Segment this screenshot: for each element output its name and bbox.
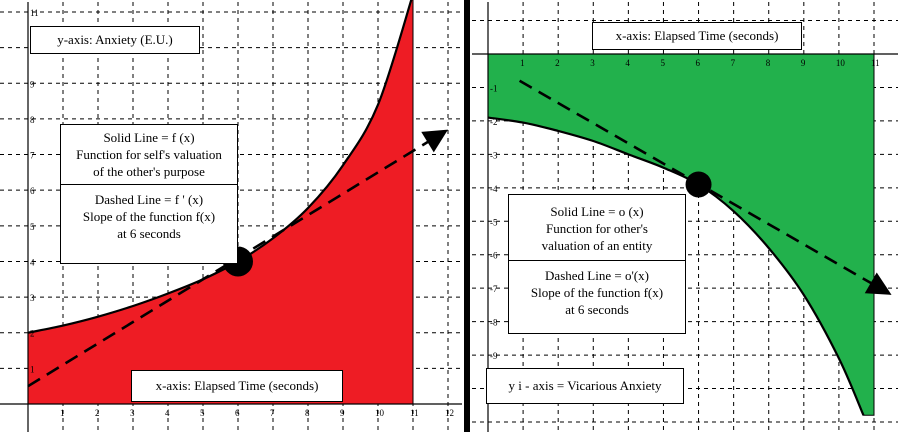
y-tick-label: 1 bbox=[30, 364, 35, 374]
y-tick-label: 3 bbox=[30, 293, 35, 303]
x-tick-label: 1 bbox=[520, 58, 525, 68]
y-tick-label: 7 bbox=[30, 151, 35, 161]
right-solid-line-desc-1: Function for other's bbox=[546, 221, 648, 236]
y-tick-label: -1 bbox=[490, 83, 498, 93]
left-solid-line-label: Solid Line = f (x) bbox=[103, 130, 195, 145]
x-tick-label: 4 bbox=[165, 408, 170, 418]
y-tick-label: 11 bbox=[30, 8, 39, 18]
y-tick-label: -7 bbox=[490, 284, 498, 294]
left-y-axis-label: y-axis: Anxiety (E.U.) bbox=[30, 26, 200, 54]
right-dashed-line-desc-1: Slope of the function f(x) bbox=[530, 285, 664, 300]
x-tick-label: 9 bbox=[340, 408, 345, 418]
right-y-axis-label: y i - axis = Vicarious Anxiety bbox=[486, 368, 684, 404]
x-tick-label: 8 bbox=[305, 408, 310, 418]
left-arrowhead-icon bbox=[421, 129, 448, 153]
y-tick-label: 5 bbox=[30, 222, 35, 232]
left-dashed-line-desc-2: at 6 seconds bbox=[117, 226, 181, 241]
left-solid-line-desc-1: Function for self's valuation bbox=[76, 147, 222, 162]
right-legend-box: Solid Line = o (x) Function for other's … bbox=[508, 194, 686, 334]
right-solid-line-label: Solid Line = o (x) bbox=[550, 204, 644, 219]
x-tick-label: 6 bbox=[235, 408, 240, 418]
right-dashed-line-label: Dashed Line = o'(x) bbox=[545, 268, 649, 283]
y-tick-label: 6 bbox=[30, 186, 35, 196]
y-tick-label: -9 bbox=[490, 351, 498, 361]
right-arrowhead-icon bbox=[864, 272, 892, 295]
y-tick-label: -2 bbox=[490, 117, 498, 127]
x-tick-label: 6 bbox=[696, 58, 701, 68]
x-tick-label: 12 bbox=[445, 408, 454, 418]
right-y-tick-labels: -1-2-3-4-5-6-7-8-9-10 bbox=[490, 83, 502, 394]
left-dashed-section: Dashed Line = f ' (x) Slope of the funct… bbox=[61, 184, 237, 242]
x-tick-label: 11 bbox=[871, 58, 880, 68]
right-solid-line-desc-2: valuation of an entity bbox=[541, 238, 653, 253]
x-tick-label: 2 bbox=[95, 408, 100, 418]
left-dashed-line-desc-1: Slope of the function f(x) bbox=[82, 209, 216, 224]
y-tick-label: 4 bbox=[30, 257, 35, 267]
right-tangent-point bbox=[685, 171, 712, 198]
y-tick-label: -4 bbox=[490, 184, 498, 194]
right-dashed-line-desc-2: at 6 seconds bbox=[565, 302, 629, 317]
x-tick-label: 5 bbox=[660, 58, 665, 68]
x-tick-label: 3 bbox=[590, 58, 595, 68]
y-tick-label: -8 bbox=[490, 318, 498, 328]
y-tick-label: 8 bbox=[30, 115, 35, 125]
x-tick-label: 7 bbox=[270, 408, 275, 418]
x-tick-label: 8 bbox=[766, 58, 771, 68]
left-solid-line-desc-2: of the other's purpose bbox=[93, 164, 205, 179]
x-tick-label: 5 bbox=[200, 408, 205, 418]
x-tick-label: 2 bbox=[555, 58, 560, 68]
x-tick-label: 11 bbox=[410, 408, 419, 418]
x-tick-label: 3 bbox=[130, 408, 135, 418]
y-tick-label: -5 bbox=[490, 217, 498, 227]
x-tick-label: 10 bbox=[836, 58, 846, 68]
y-tick-label: -3 bbox=[490, 150, 498, 160]
x-tick-label: 7 bbox=[731, 58, 736, 68]
left-x-axis-label: x-axis: Elapsed Time (seconds) bbox=[131, 370, 343, 402]
y-tick-label: 9 bbox=[30, 79, 35, 89]
right-x-tick-labels: 1 2 3 4 5 6 7 8 9 10 11 bbox=[520, 58, 880, 68]
left-x-tick-labels: 1 2 3 4 5 6 7 8 9 10 11 12 bbox=[60, 408, 454, 418]
x-tick-label: 4 bbox=[625, 58, 630, 68]
y-tick-label: -6 bbox=[490, 251, 498, 261]
left-legend-box: Solid Line = f (x) Function for self's v… bbox=[60, 124, 238, 264]
x-tick-label: 9 bbox=[801, 58, 806, 68]
panel-divider bbox=[464, 0, 470, 432]
right-dashed-section: Dashed Line = o'(x) Slope of the functio… bbox=[509, 260, 685, 318]
y-tick-label: 2 bbox=[30, 329, 35, 339]
right-x-axis-label: x-axis: Elapsed Time (seconds) bbox=[592, 22, 802, 50]
x-tick-label: 10 bbox=[375, 408, 385, 418]
left-dashed-line-label: Dashed Line = f ' (x) bbox=[94, 192, 204, 207]
left-dashed-tangent bbox=[27, 138, 432, 388]
x-tick-label: 1 bbox=[60, 408, 65, 418]
